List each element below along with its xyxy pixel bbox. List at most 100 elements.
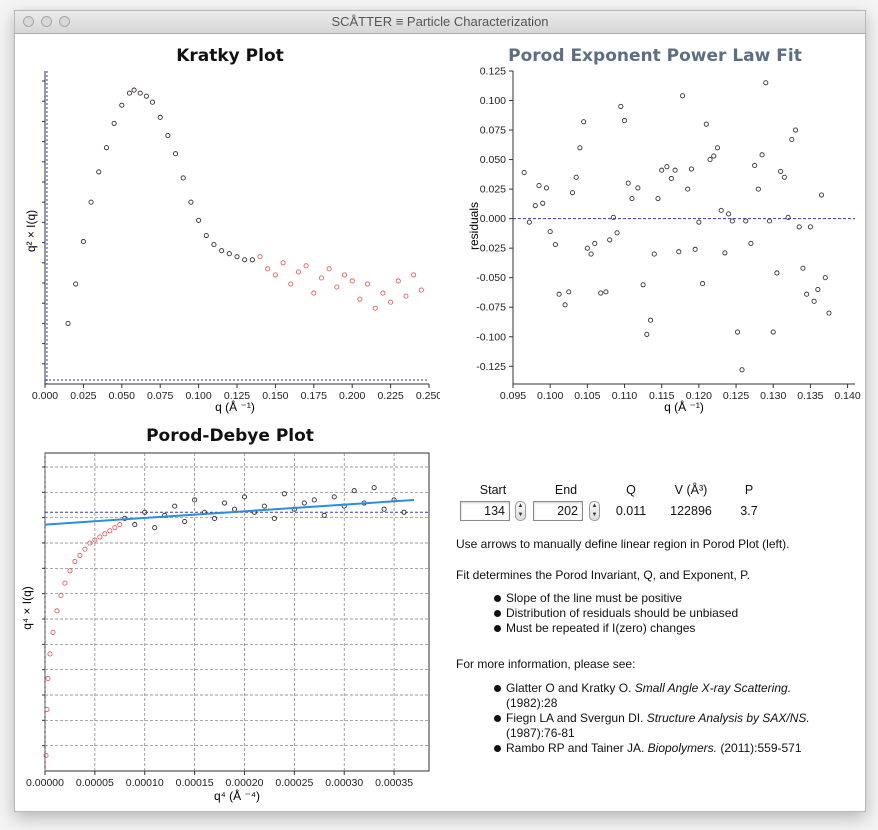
kratky-point-excluded [257, 254, 263, 260]
kratky-plot-area [45, 71, 429, 384]
porod-fit-y-tick-label: 0.025 [480, 184, 506, 196]
porod-fit-residual-point [781, 174, 787, 180]
kratky-point-selected [73, 281, 79, 287]
porod-fit-residual-point [679, 93, 686, 99]
porod-debye-x-tick-label: 0.00010 [126, 777, 164, 789]
p-value: 3.7 [740, 504, 758, 518]
porod-fit-residual-point [707, 157, 713, 163]
porod-fit-residual-point [759, 152, 765, 158]
kratky-x-tick-label: 0.175 [301, 390, 327, 402]
reference-item: Fiegn LA and Svergun DI. Structure Analy… [494, 711, 824, 741]
kratky-point-selected [88, 199, 94, 205]
porod-fit-residual-point [562, 302, 568, 308]
porod-fit-residual-point [700, 281, 706, 287]
porod-fit-residual-point [792, 127, 799, 133]
porod-fit-residual-point [785, 214, 791, 221]
down-arrow-icon[interactable]: ▼ [591, 512, 598, 518]
kratky-point-excluded [326, 266, 332, 272]
porod-fit-residual-point [621, 118, 628, 124]
porod-fit-x-tick-label: 0.140 [834, 390, 860, 402]
kratky-point-excluded [349, 278, 355, 284]
porod-fit-residual-point [610, 214, 616, 221]
up-arrow-icon[interactable]: ▲ [517, 503, 524, 509]
minimize-window-button[interactable] [41, 16, 52, 27]
porod-debye-plot[interactable]: 0.00000 0.00005 0.00010 0.00015 0.00020 0.000… [15, 448, 445, 808]
porod-fit-residual-point [540, 200, 546, 206]
porod-fit-residual-point [743, 218, 749, 224]
porod-debye-point-selected [142, 509, 148, 515]
kratky-xlabel: q (Å ⁻¹) [215, 399, 255, 414]
end-spinner-input[interactable]: 202 [533, 501, 583, 521]
porod-fit-residual-point [688, 166, 694, 172]
porod-fit-residual-point [807, 224, 813, 230]
app-window: SCÅTTER ≡ Particle Characterization Krat… [14, 10, 866, 812]
kratky-x-tick-label: 0.125 [224, 390, 250, 402]
kratky-x-tick-label: 0.050 [109, 390, 135, 402]
porod-fit-y-tick-label: -0.050 [476, 272, 506, 284]
porod-fit-residual-point [714, 145, 721, 151]
kratky-x-tick-label: 0.225 [377, 390, 403, 402]
porod-fit-x-tick-label: 0.115 [649, 390, 675, 402]
kratky-point-selected [219, 248, 225, 254]
kratky-point-excluded [372, 305, 378, 311]
porod-debye-point-excluded [97, 534, 103, 540]
porod-fit-residual-point [778, 168, 784, 174]
porod-debye-point-selected [321, 512, 327, 518]
porod-debye-plot-area [44, 452, 430, 772]
zoom-window-button[interactable] [59, 16, 70, 27]
porod-fit-x-tick-label: 0.100 [537, 390, 563, 402]
start-header: Start [479, 483, 507, 497]
kratky-title: Kratky Plot [176, 46, 284, 66]
references-list: Glatter O and Kratky O. Small Angle X-ra… [494, 681, 824, 756]
porod-fit-residual-point [651, 251, 657, 257]
porod-fit-residual-point [766, 218, 773, 224]
porod-fit-residual-point [573, 174, 579, 180]
porod-debye-point-excluded [58, 592, 64, 598]
porod-debye-ylabel: q⁴ × I(q) [20, 586, 34, 630]
porod-fit-y-tick-label: 0.050 [480, 154, 506, 166]
porod-fit-residual-point [647, 317, 654, 323]
kratky-point-selected [149, 99, 156, 105]
porod-fit-residual-point [676, 249, 682, 255]
q-value: 0.011 [615, 504, 647, 518]
porod-fit-residual-point [664, 164, 670, 170]
kratky-point-selected [126, 90, 133, 96]
ref-title: Structure Analysis by SAX/NS. [646, 711, 810, 725]
ref-title: Biopolymers. [647, 741, 718, 755]
info-line-arrows: Use arrows to manually define linear reg… [456, 537, 790, 551]
porod-debye-point-excluded [102, 531, 108, 537]
kratky-point-excluded [365, 281, 371, 287]
porod-fit-residual-point [763, 80, 769, 86]
ref-authors: Fiegn LA and Svergun DI. [506, 711, 644, 725]
kratky-point-selected [165, 132, 171, 139]
porod-fit-plot[interactable]: 0.095 0.100 0.105 0.110 0.115 0.120 0.125 0.130… [445, 66, 865, 426]
porod-fit-x-tick-label: 0.125 [723, 390, 749, 402]
kratky-x-tick-label: 0.250 [416, 390, 440, 402]
kratky-plot[interactable]: 0.000 0.025 0.050 0.075 0.100 0.125 0.150 0.175… [15, 66, 440, 426]
start-spinner-arrows[interactable]: ▲ ▼ [515, 501, 526, 521]
up-arrow-icon[interactable]: ▲ [591, 503, 598, 509]
porod-fit-residual-point [668, 175, 674, 182]
porod-debye-point-excluded [43, 753, 49, 759]
porod-debye-point-excluded [47, 651, 53, 657]
down-arrow-icon[interactable]: ▼ [517, 512, 524, 518]
porod-fit-residual-point [770, 329, 776, 335]
porod-fit-x-tick-label: 0.095 [500, 390, 526, 402]
porod-fit-plot-area [513, 71, 855, 384]
porod-fit-residual-point [685, 186, 691, 192]
start-spinner-input[interactable]: 134 [460, 501, 510, 521]
porod-debye-xlabel: q⁴ (Å ⁻⁴) [214, 788, 260, 803]
end-spinner-arrows[interactable]: ▲ ▼ [589, 501, 600, 521]
reference-item: Glatter O and Kratky O. Small Angle X-ra… [494, 681, 824, 711]
porod-debye-x-tick-label: 0.00020 [225, 777, 263, 789]
ref-year: (1987):76-81 [506, 726, 575, 740]
porod-debye-point-excluded [45, 676, 51, 682]
close-window-button[interactable] [23, 16, 34, 27]
porod-fit-residual-point [789, 136, 795, 143]
porod-fit-residual-point [796, 224, 802, 230]
porod-fit-residual-point [722, 250, 728, 256]
porod-debye-x-tick-label: 0.00025 [275, 777, 313, 789]
porod-debye-x-tick-label: 0.00015 [176, 777, 214, 789]
porod-debye-point-selected [311, 497, 317, 503]
criteria-list: Slope of the line must be positive Distr… [494, 591, 738, 636]
